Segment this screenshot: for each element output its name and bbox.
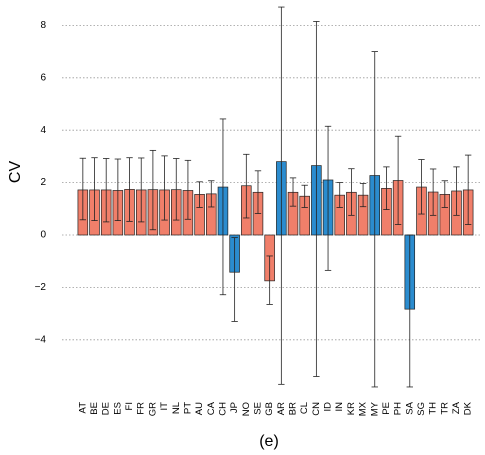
x-tick-label: FR <box>136 402 147 415</box>
x-tick-label: DE <box>101 402 112 415</box>
y-axis-title: CV <box>7 161 24 184</box>
x-tick-label: CH <box>217 402 228 416</box>
y-tick-label: 6 <box>40 72 46 83</box>
error-bar-ca <box>208 180 215 208</box>
x-tick-label: NO <box>241 402 252 416</box>
error-bar-id <box>324 125 332 271</box>
error-bar-in <box>336 182 343 208</box>
x-tick-label: AR <box>276 402 287 415</box>
error-bar-za <box>453 166 460 216</box>
x-tick-label: KR <box>346 402 357 415</box>
error-bar-nl <box>173 158 180 221</box>
x-tick-label: ZA <box>451 401 462 414</box>
y-tick-label: 8 <box>40 20 46 31</box>
x-tick-label: IN <box>334 402 345 412</box>
y-tick-label: 4 <box>40 125 46 136</box>
x-tick-label: JP <box>229 402 240 413</box>
error-bar-sg <box>418 159 425 215</box>
error-bar-br <box>289 177 297 207</box>
y-tick-label: −2 <box>35 282 47 293</box>
x-tick-label: BR <box>288 402 299 415</box>
error-bar-mx <box>359 182 367 208</box>
x-tick-label: MX <box>358 401 369 416</box>
error-bar-pt <box>184 159 192 220</box>
error-bar-kr <box>348 168 355 216</box>
y-tick-label: 0 <box>40 230 46 241</box>
error-bar-gr <box>149 149 157 231</box>
x-tick-label: GR <box>147 402 158 416</box>
x-category-labels: AT BE DE ES FI FR GR IT NL PT AU CA CH JP NO SE GB AR BR CL… <box>77 401 473 416</box>
x-tick-label: PT <box>182 402 193 414</box>
x-tick-label: CL <box>299 402 310 414</box>
error-bar-ar <box>278 6 285 385</box>
grid-lines <box>62 24 480 341</box>
x-tick-label: CN <box>311 402 322 416</box>
error-bar-de <box>102 158 110 223</box>
x-tick-label: SE <box>253 402 264 415</box>
y-tick-labels: −4 −2 0 2 4 6 8 <box>35 20 47 345</box>
error-bar-ch <box>219 118 227 296</box>
error-bar-es <box>114 158 122 221</box>
error-bar-pe <box>383 166 390 210</box>
x-tick-label: TH <box>428 402 439 415</box>
x-tick-label: IT <box>159 402 170 411</box>
x-tick-label: NL <box>171 402 182 414</box>
error-bar-no <box>243 153 250 219</box>
error-bar-cl <box>301 184 308 208</box>
error-bar-se <box>254 170 262 214</box>
x-tick-label: GB <box>264 402 275 416</box>
error-bar-my <box>371 51 378 388</box>
error-bar-cn <box>313 21 320 377</box>
error-bar-fi <box>126 157 133 222</box>
x-tick-label: PE <box>381 402 392 415</box>
error-bar-be <box>91 157 98 221</box>
error-bar-gb <box>266 255 273 305</box>
error-bar-at <box>79 157 87 221</box>
x-tick-label: PH <box>393 402 404 415</box>
x-tick-label: DK <box>463 401 474 415</box>
x-tick-label: AU <box>194 402 205 415</box>
error-bar-ph <box>394 135 402 225</box>
error-bar-au <box>196 181 203 208</box>
x-tick-label: TR <box>439 402 450 415</box>
x-tick-label: MY <box>369 401 380 416</box>
x-tick-label: AT <box>77 402 88 414</box>
error-bar-fr <box>138 157 145 223</box>
x-tick-label: FI <box>124 402 135 410</box>
error-bar-jp <box>231 237 238 322</box>
x-tick-label: ES <box>112 402 123 415</box>
error-bar-it <box>161 155 168 221</box>
x-tick-label: SA <box>404 401 415 414</box>
y-tick-label: −4 <box>35 334 47 345</box>
x-axis-title: (e) <box>259 433 279 450</box>
x-tick-label: CA <box>206 401 217 415</box>
error-bar-sa <box>406 234 413 388</box>
error-bar-th <box>429 168 437 216</box>
error-bars <box>79 6 472 388</box>
x-tick-label: BE <box>89 402 100 415</box>
y-tick-label: 2 <box>40 177 46 188</box>
error-bar-tr <box>441 180 449 208</box>
x-tick-label: ID <box>323 402 334 412</box>
error-bar-dk <box>464 154 472 225</box>
x-tick-label: SG <box>416 402 427 416</box>
